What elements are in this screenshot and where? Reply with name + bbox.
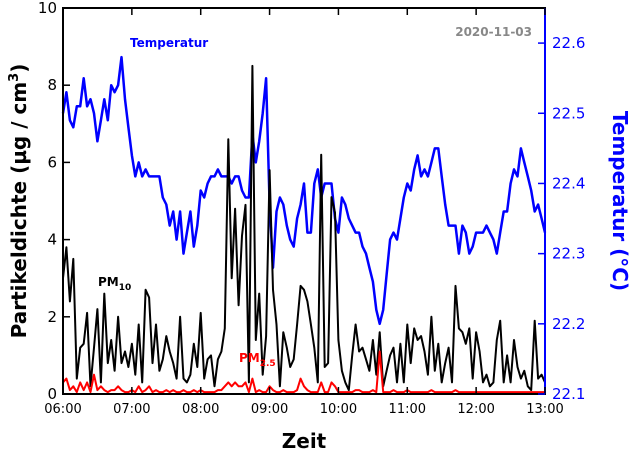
pm25-label-main: PM xyxy=(239,351,260,365)
y-right-tick-label: 22.5 xyxy=(552,104,585,122)
x-axis-title: Zeit xyxy=(282,429,327,453)
y-axis-title-right: Temperatur (°C) xyxy=(608,111,632,291)
y-right-tick-label: 22.6 xyxy=(552,34,585,52)
series-line-pm25 xyxy=(62,350,545,394)
y-right-tick-label: 22.1 xyxy=(552,385,585,403)
y-left-title-end: ) xyxy=(7,64,31,73)
pm10-label-main: PM xyxy=(98,275,119,289)
series-label-pm25: PM2.5 xyxy=(239,351,276,369)
series-line-pm10 xyxy=(62,64,546,392)
series-label-pm10: PM10 xyxy=(98,275,131,293)
series-label-temperature: Temperatur xyxy=(130,36,208,50)
series-layer xyxy=(61,55,547,394)
x-tick-label: 13:00 xyxy=(526,402,563,417)
pm10-label-sub: 10 xyxy=(119,283,132,293)
date-label: 2020-11-03 xyxy=(455,25,532,39)
x-tick-label: 12:00 xyxy=(457,402,494,417)
y-left-tick-label: 4 xyxy=(47,231,57,249)
y-left-tick-label: 6 xyxy=(47,153,57,171)
x-tick-label: 07:00 xyxy=(113,402,150,417)
y-left-title-sup: 3 xyxy=(7,73,22,82)
series-line-temperature xyxy=(61,55,547,326)
y-left-tick-label: 0 xyxy=(47,385,57,403)
x-tick-label: 08:00 xyxy=(182,402,219,417)
pm25-label-sub: 2.5 xyxy=(260,359,276,369)
y-right-tick-label: 22.3 xyxy=(552,245,585,263)
y-right-tick-label: 22.4 xyxy=(552,174,585,192)
ticks-layer: 06:00 07:00 08:00 09:00 10:00 11:00 12:00 13:00… xyxy=(38,0,586,417)
y-right-tick-label: 22.2 xyxy=(552,315,585,333)
y-left-tick-label: 8 xyxy=(47,76,57,94)
y-left-title-main: Partikeldichte (µg / cm xyxy=(7,82,31,339)
x-tick-label: 09:00 xyxy=(251,402,288,417)
x-tick-label: 11:00 xyxy=(389,402,426,417)
x-tick-label: 06:00 xyxy=(44,402,81,417)
y-axis-title-left: Partikeldichte (µg / cm3) xyxy=(7,64,31,339)
x-tick-label: 10:00 xyxy=(320,402,357,417)
y-left-tick-label: 2 xyxy=(47,308,57,326)
y-left-tick-label: 10 xyxy=(38,0,57,17)
